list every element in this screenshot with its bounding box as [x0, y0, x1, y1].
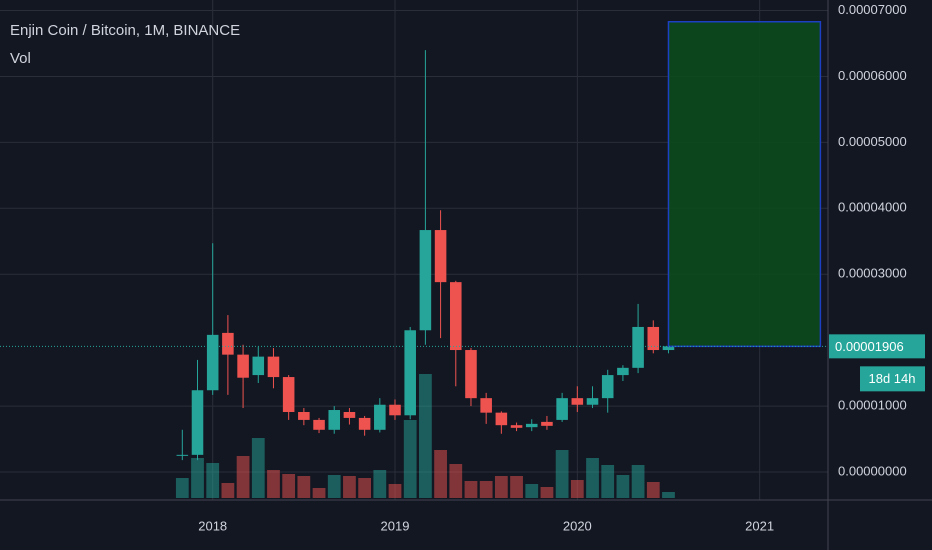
- volume-bar: [403, 420, 417, 498]
- candle-body: [313, 419, 325, 430]
- volume-bar: [540, 487, 554, 498]
- last-price-badge: [829, 334, 925, 359]
- candle-body: [374, 404, 386, 430]
- volume-bar: [388, 484, 402, 498]
- candle-body: [222, 332, 234, 355]
- volume-bar: [586, 458, 599, 498]
- candle-body: [495, 412, 508, 426]
- volume-bar: [525, 484, 539, 498]
- candle-body: [541, 421, 553, 426]
- candle-body: [510, 425, 523, 428]
- candle-body: [267, 356, 280, 378]
- volume-bar: [419, 374, 432, 498]
- volume-bar: [479, 481, 493, 498]
- y-tick-label: 0.00000000: [838, 463, 907, 478]
- candle-body: [662, 346, 675, 351]
- candle-body: [176, 454, 189, 456]
- volume-bar: [327, 475, 341, 498]
- candle-body: [252, 356, 265, 376]
- candle-body: [617, 367, 629, 376]
- candle-body: [298, 411, 310, 420]
- volume-bar: [175, 478, 189, 498]
- candle-body: [328, 410, 341, 430]
- volume-bar: [358, 478, 372, 498]
- candle-body: [556, 398, 568, 420]
- candle-body: [358, 417, 371, 430]
- volume-bar: [206, 463, 220, 498]
- volume-bar: [555, 450, 569, 498]
- candle-body: [206, 334, 219, 391]
- volume-bar: [373, 470, 387, 498]
- chart-title: Enjin Coin / Bitcoin, 1M, BINANCE: [10, 22, 240, 39]
- candle-body: [237, 354, 249, 378]
- volume-bar: [191, 458, 204, 498]
- candle-body: [282, 377, 295, 412]
- position-target-zone: [667, 21, 822, 348]
- volume-bar: [510, 476, 523, 498]
- x-tick-label: 2021: [745, 518, 774, 533]
- volume-bar: [282, 474, 296, 498]
- x-tick-label: 2020: [563, 518, 592, 533]
- candle-body: [571, 398, 584, 405]
- y-tick-label: 0.00005000: [838, 134, 907, 149]
- candle-body: [434, 230, 447, 283]
- countdown-label: 18d 14h: [869, 371, 916, 386]
- x-tick-label: 2019: [381, 518, 410, 533]
- candle-body: [525, 423, 538, 428]
- volume-bar: [662, 492, 675, 498]
- candle-body: [647, 326, 660, 351]
- y-tick-label: 0.00006000: [838, 68, 907, 83]
- volume-bar: [646, 482, 660, 498]
- candle-body: [465, 350, 477, 399]
- candle-body: [601, 375, 614, 399]
- volume-bar: [601, 465, 615, 498]
- volume-bar: [631, 465, 645, 498]
- y-tick-label: 0.00001000: [838, 398, 907, 413]
- candle-body: [419, 230, 432, 331]
- volume-bar: [236, 456, 250, 498]
- volume-bar: [434, 450, 447, 498]
- volume-bar: [312, 488, 326, 498]
- volume-bar: [297, 476, 311, 498]
- volume-bar: [449, 464, 463, 498]
- volume-bar: [464, 481, 478, 498]
- countdown-badge: [860, 366, 925, 392]
- volume-bar: [221, 483, 235, 498]
- candle-body: [343, 411, 356, 418]
- y-tick-label: 0.00003000: [838, 266, 907, 281]
- candle-body: [404, 330, 416, 416]
- y-tick-label: 0.00007000: [838, 2, 907, 17]
- volume-bar: [343, 476, 356, 498]
- x-tick-label: 2018: [198, 518, 227, 533]
- candle-body: [191, 390, 204, 455]
- y-tick-label: 0.00004000: [838, 200, 907, 215]
- candle-body: [586, 398, 599, 405]
- volume-bar: [570, 480, 584, 498]
- candle-body: [480, 398, 492, 413]
- volume-bar: [251, 438, 265, 498]
- candle-body: [450, 282, 462, 351]
- candle-body: [632, 326, 644, 368]
- volume-bar: [267, 470, 280, 498]
- last-price-label: 0.00001906: [835, 339, 904, 354]
- volume-bar: [616, 475, 630, 498]
- volume-label: Vol: [10, 50, 31, 67]
- volume-bar: [494, 476, 508, 498]
- candle-body: [389, 404, 401, 416]
